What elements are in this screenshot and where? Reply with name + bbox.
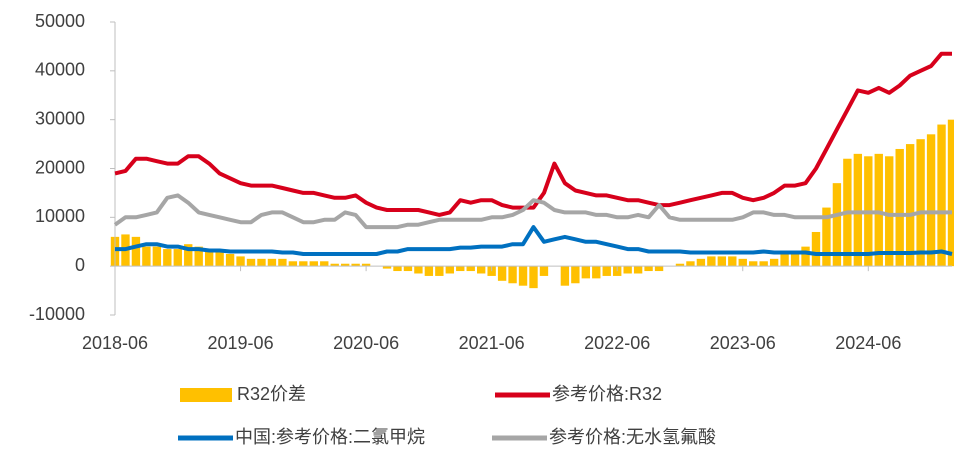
legend-label: 参考价格:R32 (552, 384, 662, 404)
bar (132, 237, 140, 266)
bar (247, 259, 255, 266)
bar (257, 259, 265, 266)
bar (153, 247, 161, 267)
bar (707, 256, 715, 266)
legend-label: 参考价格:无水氢氟酸 (549, 427, 716, 447)
bar (477, 266, 485, 273)
bar (404, 266, 412, 271)
bar (446, 266, 454, 273)
bar (163, 249, 171, 266)
bar (739, 259, 747, 266)
legend-swatch (180, 388, 232, 402)
bar (749, 261, 757, 266)
bar (540, 266, 548, 276)
bar (310, 261, 318, 266)
bar (937, 125, 945, 267)
bar (393, 266, 401, 271)
x-tick-label: 2021-06 (459, 333, 525, 353)
bar (697, 259, 705, 266)
bar (529, 266, 537, 288)
bar (236, 256, 244, 266)
y-tick-label: 0 (75, 255, 85, 275)
bar (927, 134, 935, 266)
bar (948, 120, 954, 267)
bar (226, 254, 234, 266)
bar (770, 259, 778, 266)
bar (759, 261, 767, 266)
bar (885, 156, 893, 266)
bar (498, 266, 506, 281)
bar (854, 154, 862, 266)
bar (414, 266, 422, 273)
y-tick-label: 20000 (35, 157, 85, 177)
bar (320, 261, 328, 266)
bar (425, 266, 433, 276)
y-tick-label: 40000 (35, 60, 85, 80)
bar (801, 247, 809, 267)
bar (278, 259, 286, 266)
bar (603, 266, 611, 276)
bar (644, 266, 652, 271)
bar (896, 149, 904, 266)
bar (592, 266, 600, 278)
bar (174, 249, 182, 266)
bar (561, 266, 569, 286)
line (115, 54, 952, 215)
bar (906, 144, 914, 266)
y-tick-label: 10000 (35, 206, 85, 226)
bar (686, 261, 694, 266)
legend-label: R32价差 (237, 384, 306, 404)
x-tick-label: 2019-06 (208, 333, 274, 353)
bar (728, 256, 736, 266)
bar (916, 139, 924, 266)
y-tick-label: 50000 (35, 11, 85, 31)
bar (634, 266, 642, 273)
chart: -10000 0 10000 20000 30000 40000 50000 2018-06 2… (0, 0, 954, 451)
bar (571, 266, 579, 283)
bar (655, 266, 663, 271)
bar (582, 266, 590, 278)
x-tick-label: 2023-06 (710, 333, 776, 353)
bar (299, 261, 307, 266)
bar (215, 252, 223, 267)
bar (780, 254, 788, 266)
x-tick-label: 2020-06 (333, 333, 399, 353)
bar (456, 266, 464, 271)
x-tick-label: 2022-06 (584, 333, 650, 353)
bar (467, 266, 475, 271)
bar (623, 266, 631, 273)
bar (289, 261, 297, 266)
y-tick-label: -10000 (29, 304, 85, 324)
bar (812, 232, 820, 266)
x-tick-label: 2018-06 (82, 333, 148, 353)
legend-label: 中国:参考价格:二氯甲烷 (235, 427, 425, 447)
bar (268, 259, 276, 266)
bar (875, 154, 883, 266)
bar (508, 266, 516, 283)
bar (519, 266, 527, 286)
bar (142, 247, 150, 267)
y-tick-label: 30000 (35, 108, 85, 128)
bar (435, 266, 443, 276)
x-tick-label: 2024-06 (835, 333, 901, 353)
bar (718, 256, 726, 266)
